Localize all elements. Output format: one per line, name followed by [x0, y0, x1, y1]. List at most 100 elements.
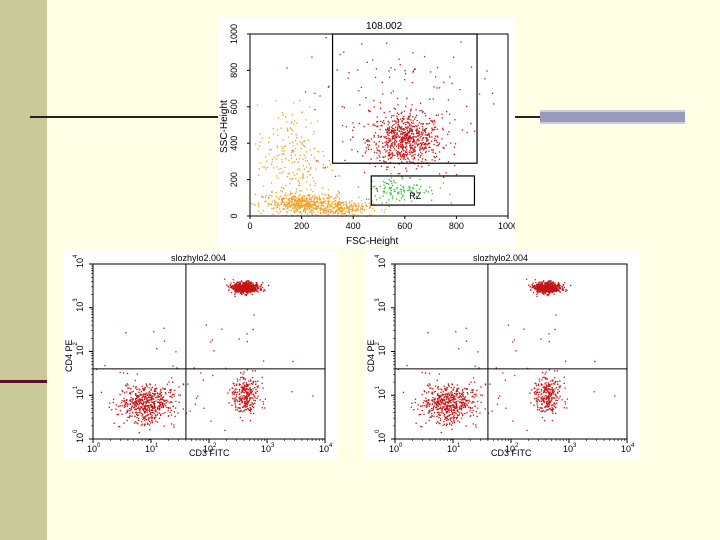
scatter-point: [262, 185, 264, 187]
scatter-point: [240, 397, 242, 400]
scatter-point: [397, 150, 399, 153]
scatter-point: [144, 396, 146, 398]
scatter-point: [260, 284, 263, 286]
scatter-point: [387, 152, 389, 154]
scatter-point: [386, 142, 388, 144]
scatter-point: [399, 118, 402, 120]
scatter-point: [283, 146, 286, 148]
scatter-point: [290, 206, 292, 208]
scatter-point: [299, 204, 301, 206]
scatter-point: [351, 210, 353, 212]
scatter-point: [536, 401, 538, 403]
scatter-point: [452, 404, 454, 406]
scatter-point: [154, 410, 156, 412]
scatter-point: [445, 416, 448, 418]
scatter-point: [313, 201, 315, 203]
scatter-point: [400, 133, 402, 135]
scatter-point: [391, 127, 394, 130]
scatter-point: [129, 415, 131, 417]
scatter-point: [420, 151, 422, 153]
scatter-point: [301, 112, 303, 114]
scatter-point: [531, 389, 533, 391]
scatter-point: [464, 413, 466, 415]
scatter-point: [382, 146, 384, 148]
scatter-point: [441, 402, 443, 405]
scatter-point: [451, 399, 453, 401]
scatter-point: [432, 407, 435, 409]
scatter-point: [390, 92, 392, 94]
scatter-point: [277, 203, 279, 205]
scatter-point: [336, 209, 338, 211]
scatter-point: [389, 153, 391, 156]
scatter-point: [248, 393, 251, 395]
x-tick-label: 10: [203, 444, 213, 454]
scatter-point: [129, 412, 131, 415]
scatter-point: [305, 206, 307, 208]
x-tick-exponent: 0: [97, 443, 101, 449]
scatter-point: [273, 207, 275, 209]
scatter-point: [232, 391, 234, 393]
scatter-point: [314, 196, 316, 198]
scatter-point: [471, 407, 474, 409]
scatter-point: [546, 294, 548, 296]
scatter-point: [411, 155, 413, 157]
scatter-point: [394, 139, 396, 141]
scatter-point: [341, 202, 343, 204]
scatter-point: [352, 205, 354, 207]
scatter-point: [136, 373, 139, 375]
scatter-point: [160, 403, 162, 405]
scatter-point: [404, 139, 406, 141]
scatter-point: [413, 193, 415, 195]
scatter-point: [540, 285, 542, 287]
scatter-point: [141, 385, 143, 387]
scatter-point: [564, 403, 567, 405]
scatter-point: [262, 166, 264, 168]
scatter-point: [452, 389, 454, 391]
scatter-point: [253, 288, 255, 290]
scatter-point: [225, 367, 227, 369]
scatter-point: [142, 418, 144, 421]
scatter-point: [149, 384, 151, 386]
scatter-point: [159, 405, 161, 407]
scatter-point: [404, 135, 406, 137]
scatter-point: [405, 131, 407, 133]
scatter-point: [275, 175, 278, 177]
scatter-point: [163, 388, 165, 390]
scatter-point: [467, 393, 469, 395]
scatter-point: [327, 197, 330, 200]
scatter-point: [320, 201, 322, 204]
scatter-point: [308, 170, 310, 172]
scatter-point: [141, 403, 143, 406]
scatter-point: [135, 403, 137, 405]
scatter-point: [404, 73, 407, 75]
scatter-point: [230, 291, 233, 294]
scatter-point: [382, 195, 384, 197]
scatter-point: [376, 121, 378, 123]
scatter-point: [433, 123, 435, 125]
scatter-point: [311, 212, 313, 214]
scatter-point: [159, 406, 161, 408]
scatter-point: [430, 71, 432, 73]
scatter-point: [557, 282, 559, 284]
scatter-point: [545, 377, 547, 379]
scatter-point: [455, 390, 457, 393]
scatter-point: [446, 417, 448, 419]
scatter-point: [155, 390, 157, 392]
scatter-point: [538, 282, 540, 285]
scatter-point: [243, 392, 245, 394]
scatter-point: [313, 211, 315, 213]
scatter-point: [323, 210, 325, 212]
scatter-point: [464, 403, 466, 405]
scatter-point: [405, 137, 407, 139]
scatter-point: [147, 419, 149, 421]
scatter-point: [554, 283, 557, 286]
scatter-point: [376, 190, 379, 192]
scatter-point: [271, 158, 273, 160]
scatter-point: [150, 388, 152, 390]
scatter-point: [125, 385, 128, 387]
scatter-point: [449, 422, 451, 424]
scatter-point: [386, 131, 388, 133]
scatter-point: [253, 395, 255, 397]
scatter-point: [545, 388, 547, 390]
scatter-point: [328, 206, 330, 208]
